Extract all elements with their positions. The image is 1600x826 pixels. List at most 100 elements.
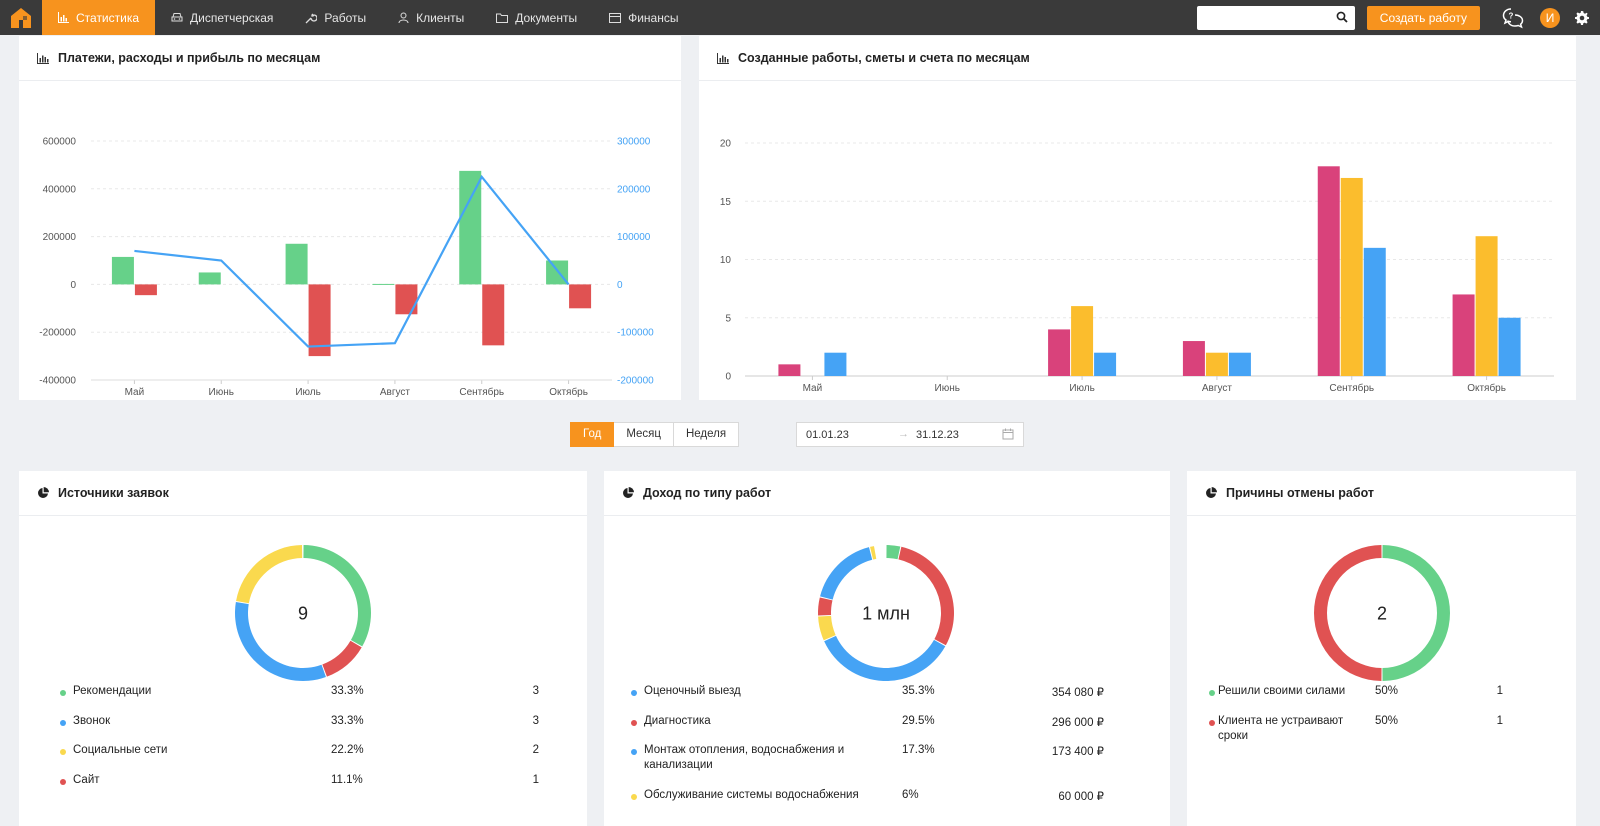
search-box (1196, 5, 1355, 30)
bar (1048, 329, 1071, 376)
period-week-button[interactable]: Неделя (673, 422, 740, 447)
card-header: Платежи, расходы и прибыль по месяцам (19, 36, 681, 81)
nav-item-clients[interactable]: Клиенты (382, 0, 480, 35)
car-icon (171, 13, 183, 22)
legend-dot (60, 778, 66, 785)
nav-item-statistics[interactable]: Статистика (42, 0, 156, 35)
card-title: Источники заявок (58, 486, 169, 500)
bar (1071, 306, 1094, 376)
x-tick-label: Май (125, 387, 145, 398)
legend-value: 2 (532, 744, 539, 756)
avatar[interactable]: И (1540, 7, 1560, 28)
legend-percent: 50% (1375, 685, 1399, 697)
y-tick-label: 400000 (43, 184, 77, 195)
y-tick-label: 10 (720, 255, 732, 266)
bar (482, 284, 505, 346)
gear-icon[interactable] (1574, 10, 1590, 26)
legend-percent: 35.3% (902, 685, 935, 697)
bar (1498, 317, 1521, 376)
legend-value: 173 400 ₽ (1051, 746, 1104, 758)
bar (1340, 177, 1363, 376)
income-by-type-card: Доход по типу работ 1 млн Оценочный выез… (604, 471, 1170, 826)
bar (1094, 352, 1117, 376)
period-year-button[interactable]: Год (570, 422, 615, 447)
y2-tick-label: 300000 (617, 137, 651, 148)
legend-label: Монтаж отопления, водоснабжения и (644, 744, 845, 756)
donut-slice (820, 547, 873, 600)
legend-value: 1 (1496, 685, 1503, 697)
bar (395, 284, 418, 315)
donut-slice (235, 602, 326, 681)
y2-tick-label: 200000 (617, 184, 651, 195)
period-month-button[interactable]: Месяц (614, 422, 674, 447)
donut-slice (886, 545, 901, 560)
bar (459, 170, 482, 285)
y-tick-label: 600000 (43, 137, 77, 148)
x-tick-label: Июнь (935, 383, 960, 394)
bar-chart-icon (717, 52, 729, 64)
date-to[interactable]: 31.12.23 (916, 429, 959, 441)
legend-label: Социальные сети (73, 744, 168, 756)
search-icon[interactable] (1336, 11, 1348, 23)
legend-dot (631, 749, 637, 755)
date-from[interactable]: 01.01.23 (806, 429, 849, 441)
legend-label: Сайт (73, 773, 100, 786)
y-tick-label: 200000 (43, 232, 77, 243)
legend-dot (631, 719, 637, 726)
legend-dot (631, 690, 637, 696)
legend-value: 3 (532, 714, 539, 727)
x-tick-label: Август (1202, 383, 1233, 394)
create-work-button[interactable]: Создать работу (1366, 5, 1480, 30)
help-chat-icon[interactable]: ? (1502, 7, 1524, 29)
nav-item-finance[interactable]: Финансы (593, 0, 694, 35)
bar (134, 284, 157, 296)
donut-center-value: 2 (1377, 604, 1387, 624)
lead-sources-donut-chart: 9 (235, 545, 371, 681)
legend-label-continued: сроки (1218, 729, 1248, 742)
bar (308, 284, 331, 357)
legend-percent: 50% (1375, 714, 1399, 727)
bar (1363, 247, 1386, 376)
x-tick-label: Июль (295, 387, 321, 398)
home-logo-icon[interactable] (0, 0, 42, 35)
nav-item-label: Статистика (76, 10, 140, 25)
legend-percent: 33.3% (331, 714, 364, 727)
nav-item-documents[interactable]: Документы (480, 0, 593, 35)
donut-center-value: 9 (298, 604, 308, 624)
card-header: Причины отмены работ (1187, 471, 1576, 516)
y-tick-label: -200000 (39, 328, 76, 339)
bar (1475, 236, 1498, 376)
created-works-chart-card: Созданные работы, сметы и счета по месяц… (699, 36, 1576, 400)
y-tick-label: 5 (725, 313, 731, 324)
donut-slice (898, 546, 954, 646)
x-tick-label: Май (803, 383, 823, 394)
cancel-reasons-donut-chart: 2 (1314, 545, 1450, 681)
bar-chart-icon (58, 12, 69, 23)
donut-slice (818, 615, 836, 641)
card-title: Платежи, расходы и прибыль по месяцам (58, 51, 321, 65)
legend-percent: 33.3% (331, 685, 364, 697)
bar (569, 284, 592, 309)
y-tick-label: 15 (720, 197, 732, 208)
legend-dot (60, 690, 66, 696)
date-range-picker[interactable]: 01.01.23 → 31.12.23 (796, 422, 1024, 447)
calendar-icon[interactable] (1002, 428, 1014, 440)
top-right-controls: Создать работу ? И (1196, 0, 1600, 35)
search-input[interactable] (1196, 5, 1327, 30)
folder-icon (496, 13, 509, 23)
y-tick-label: -400000 (39, 376, 76, 387)
nav-item-dispatch[interactable]: Диспетчерская (155, 0, 289, 35)
bar (1205, 352, 1228, 376)
pie-chart-icon (623, 487, 634, 498)
legend-percent: 17.3% (902, 744, 935, 756)
y2-tick-label: 0 (617, 280, 623, 291)
legend-dot (60, 749, 66, 755)
donut-center-value: 1 млн (862, 604, 910, 624)
lead-sources-card: Источники заявок 9 Рекомендации 33.3% 3 Зво… (19, 471, 587, 826)
legend-percent: 29.5% (902, 714, 935, 727)
legend-value: 354 080 ₽ (1051, 687, 1104, 699)
arrow-right-icon: → (898, 428, 909, 440)
y-tick-label: 20 (720, 139, 732, 150)
x-tick-label: Октябрь (1467, 382, 1506, 394)
nav-item-works[interactable]: Работы (289, 0, 382, 35)
